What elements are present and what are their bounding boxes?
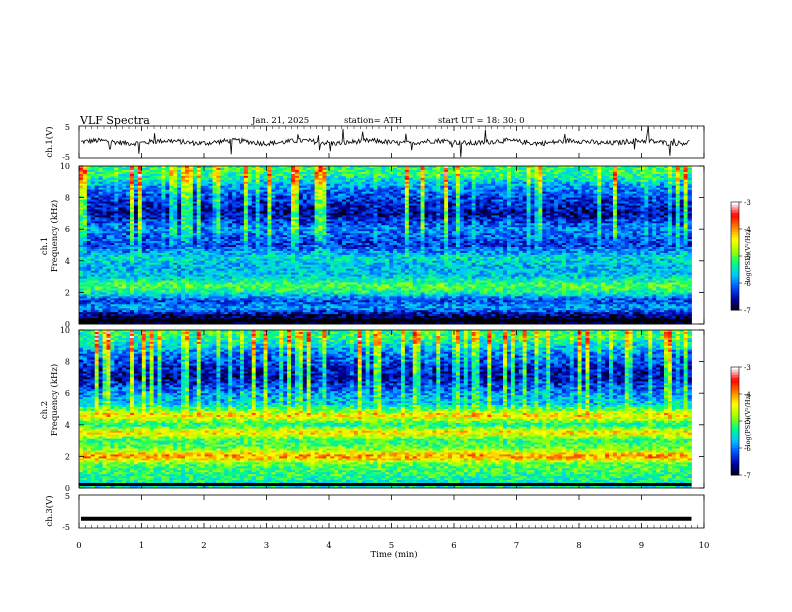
ch2-colorbar-ticks: -3 -4 -5 -6 -7 (739, 364, 751, 480)
freq-tick-label: 2 (65, 288, 70, 297)
colorbar-tick-label: -3 (744, 199, 751, 207)
freq-tick-label: 4 (65, 257, 70, 266)
ch1-colorbar-gradient (730, 201, 740, 311)
ch3-ylabel: ch.3(V) (44, 495, 55, 526)
ch2-colorbar-label: log(PSD)(V²/Hz) (744, 393, 752, 446)
freq-tick-label: 10 (60, 326, 70, 335)
freq-tick-label: 8 (65, 194, 70, 203)
ch1-waveform-panel: 5 -5 ch.1(V) (44, 123, 705, 162)
colorbar-tick-label: -4 (744, 226, 751, 234)
ch1-spectrogram-image (79, 166, 692, 325)
freq-tick-label: 10 (60, 162, 70, 171)
freq-tick-label: 4 (65, 421, 70, 430)
time-tick-label: 2 (201, 541, 206, 551)
ch1-trace-line (81, 126, 690, 158)
ch2-colorbar-gradient (730, 366, 740, 476)
ch1-colorbar-ticks: -3 -4 -5 -6 -7 (739, 199, 751, 315)
ch2-freq-ticks: 0 2 4 6 8 10 (60, 326, 704, 493)
ch2-spectrogram-panel: 0 2 4 6 8 10 ch.2 Frequency (kHz) (40, 326, 705, 493)
figure-title: VLF Spectra (79, 114, 150, 127)
ch3-ytick-top: 5 (65, 492, 70, 501)
ch1-colorbar-label: log(PSD)(V²/Hz) (744, 229, 752, 282)
time-tick-label: 4 (326, 541, 331, 551)
time-tick-label: 1 (139, 541, 144, 551)
time-tick-label: 5 (389, 541, 394, 551)
ch2-colorbar: -3 -4 -5 -6 -7 log(PSD)(V²/Hz) (730, 364, 752, 480)
colorbar-tick-label: -5 (744, 253, 751, 261)
colorbar-tick-label: -7 (744, 307, 751, 315)
ch1-freq-ticks: 0 2 4 6 8 10 (60, 162, 704, 329)
time-tick-label: 9 (639, 541, 644, 551)
freq-tick-label: 6 (65, 225, 70, 234)
ch1-ytick-bottom: -5 (62, 153, 70, 162)
time-tick-label: 7 (514, 541, 519, 551)
ch3-ytick-bottom: -5 (62, 523, 70, 532)
ch1-waveform-trace (81, 126, 690, 158)
time-tick-label: 0 (76, 541, 81, 551)
station-label: station= ATH (344, 116, 402, 126)
time-tick-label: 6 (451, 541, 456, 551)
colorbar-tick-label: -6 (744, 280, 751, 288)
ch1-ylabel: ch.1(V) (44, 126, 55, 157)
freq-tick-label: 6 (65, 389, 70, 398)
ch1-spec-ylabel-line2: Frequency (kHz) (49, 200, 60, 272)
ch1-colorbar: -3 -4 -5 -6 -7 log(PSD)(V²/Hz) (730, 199, 752, 315)
ch1-spectrogram-panel: 0 2 4 6 8 10 ch.1 Frequency (kHz) (40, 162, 705, 329)
time-tick-label: 8 (576, 541, 581, 551)
freq-tick-label: 2 (65, 452, 70, 461)
freq-tick-label: 8 (65, 358, 70, 367)
colorbar-tick-label: -7 (744, 472, 751, 480)
freq-tick-label: 0 (65, 484, 70, 493)
ch3-waveform-panel: 5 -5 ch.3(V) (44, 492, 705, 532)
freq-tick-label: 0 (65, 320, 70, 329)
colorbar-tick-label: -3 (744, 364, 751, 372)
ch2-spec-ylabel-line1: ch.2 (40, 401, 50, 419)
colorbar-tick-label: -5 (744, 418, 751, 426)
ch2-spectrogram-image (79, 330, 692, 489)
date-label: Jan. 21, 2025 (251, 116, 309, 126)
start-time-label: start UT = 18: 30: 0 (438, 116, 525, 126)
time-tick-label: 10 (699, 541, 710, 551)
time-tick-label: 3 (264, 541, 269, 551)
ch1-spec-ylabel-line1: ch.1 (40, 237, 50, 255)
colorbar-tick-label: -4 (744, 391, 751, 399)
colorbar-tick-label: -6 (744, 445, 751, 453)
time-axis: 0 1 2 3 4 5 6 7 8 9 10 (76, 126, 709, 551)
ch2-spec-ylabel-line2: Frequency (kHz) (49, 364, 60, 436)
ch1-ytick-top: 5 (65, 123, 70, 132)
xaxis-label: Time (min) (370, 549, 417, 560)
